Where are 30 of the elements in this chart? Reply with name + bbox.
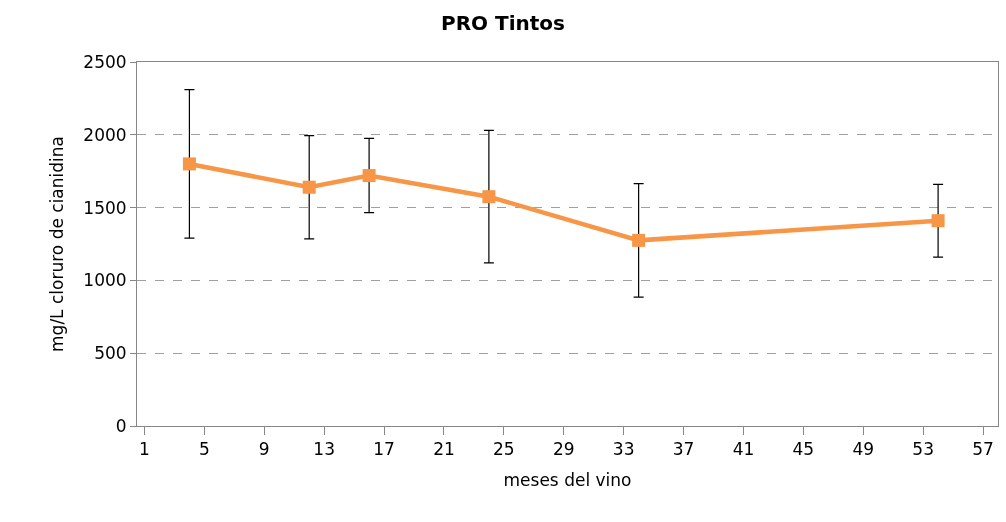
- y-tick-label: 0: [115, 415, 127, 436]
- point: [632, 233, 646, 247]
- point: [482, 190, 496, 204]
- x-tick-label: 41: [732, 439, 755, 460]
- x-tick-label: 29: [552, 439, 575, 460]
- x-tick-label: 33: [612, 439, 635, 460]
- y-tick-label: 2500: [83, 51, 127, 72]
- x-tick-label: 37: [672, 439, 695, 460]
- x-axis-title: meses del vino: [503, 469, 632, 490]
- chart-title: PRO Tintos: [441, 10, 565, 35]
- x-tick-label: 1: [139, 439, 150, 460]
- x-tick-label: 49: [852, 439, 875, 460]
- x-tick-label: 53: [912, 439, 934, 460]
- point: [931, 214, 945, 228]
- point: [182, 157, 196, 171]
- y-axis-title: mg/L cloruro de cianidina: [46, 136, 67, 352]
- x-tick-label: 57: [972, 439, 994, 460]
- x-tick-label: 21: [433, 439, 455, 460]
- y-tick-label: 500: [94, 343, 127, 364]
- y-tick-label: 1500: [83, 197, 127, 218]
- x-tick-label: 9: [258, 439, 270, 460]
- point: [362, 169, 376, 183]
- x-tick-label: 25: [493, 439, 515, 460]
- y-tick-label: 2000: [83, 124, 127, 145]
- x-tick-label: 45: [792, 439, 815, 460]
- point: [302, 180, 316, 194]
- x-tick-label: 17: [373, 439, 395, 460]
- x-tick-label: 13: [313, 439, 335, 460]
- y-tick-label: 1000: [83, 270, 127, 291]
- x-tick-label: 5: [198, 439, 210, 460]
